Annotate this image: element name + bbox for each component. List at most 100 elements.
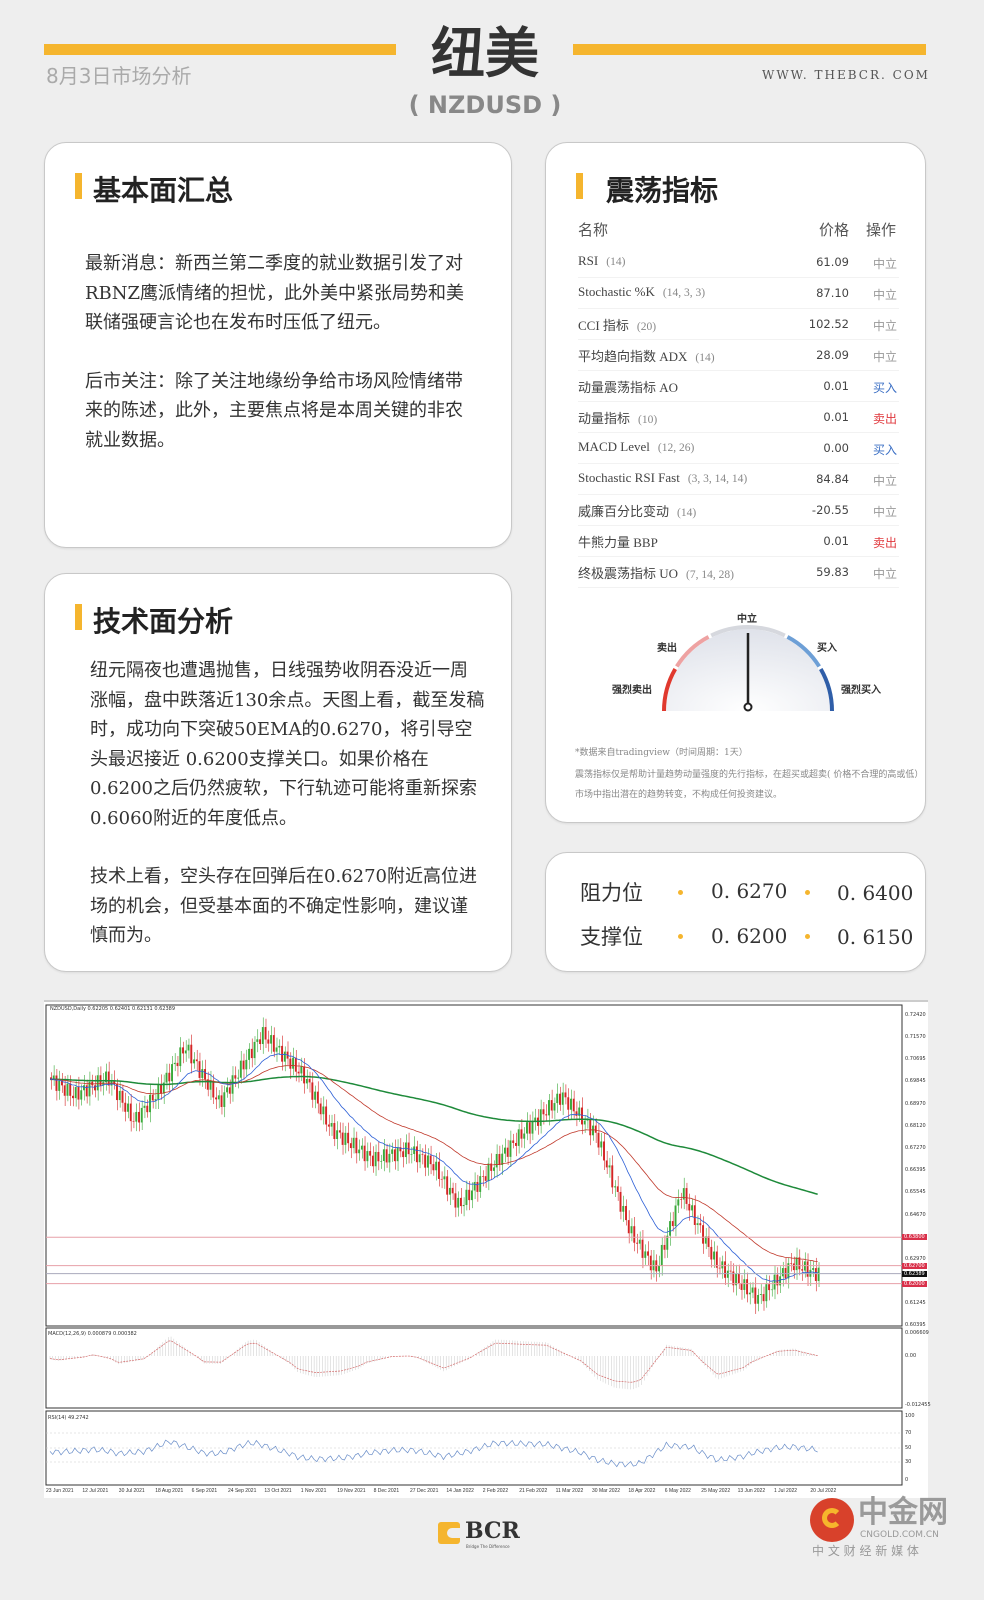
date-label: 8月3日市场分析 bbox=[46, 64, 192, 88]
candle-body bbox=[278, 1045, 281, 1048]
technical-analysis: 纽元隔夜也遭遇抛售，日线强势收阴吞没近一周涨幅，盘中跌落近130余点。天图上看，… bbox=[90, 660, 485, 829]
candle-body bbox=[773, 1274, 776, 1290]
oscillator-row: 威廉百分比变动 (14) -20.55 中立 bbox=[578, 495, 899, 526]
date-tick: 11 Mar 2022 bbox=[555, 1488, 584, 1494]
candle-body bbox=[223, 1092, 226, 1107]
indicator-value: 0.01 bbox=[823, 410, 849, 424]
candle-body bbox=[605, 1160, 608, 1168]
candle-body bbox=[127, 1103, 129, 1112]
candle-body bbox=[113, 1080, 116, 1085]
candle-body bbox=[393, 1149, 396, 1162]
date-tick: 8 Dec 2021 bbox=[373, 1488, 400, 1494]
indicator-label: 动量震荡指标 AO bbox=[578, 380, 679, 395]
indicator-label: MACD Level bbox=[578, 439, 650, 454]
price-level-tag: 0.63800 bbox=[902, 1234, 927, 1241]
candle-body bbox=[746, 1279, 749, 1295]
candle-body bbox=[713, 1251, 716, 1260]
candle-body bbox=[707, 1236, 710, 1247]
indicator-action: 中立 bbox=[872, 474, 897, 488]
header-bar-left bbox=[44, 44, 396, 55]
candle-body bbox=[146, 1105, 149, 1113]
candle-body bbox=[768, 1284, 771, 1291]
candle-body bbox=[358, 1149, 361, 1154]
candle-body bbox=[173, 1062, 176, 1065]
candle-body bbox=[402, 1151, 405, 1158]
candle-body bbox=[669, 1221, 671, 1236]
date-tick: 18 Aug 2021 bbox=[155, 1488, 184, 1494]
indicator-value: 59.83 bbox=[816, 565, 849, 579]
candle-body bbox=[69, 1083, 72, 1096]
candle-body bbox=[614, 1186, 616, 1188]
candle-body bbox=[333, 1123, 336, 1140]
candle-body bbox=[666, 1235, 669, 1250]
cngold-tagline: 中 文 财 经 新 媒 体 bbox=[812, 1544, 919, 1558]
macd-header: MACD(12,26,9) 0.000879 0.000382 bbox=[48, 1331, 137, 1337]
bullet bbox=[805, 934, 810, 939]
data-source-note: *数据来自tradingview（时间周期：1天） bbox=[575, 748, 748, 758]
candle-body bbox=[790, 1263, 793, 1264]
page-title: 纽美 bbox=[431, 22, 539, 85]
candle-body bbox=[503, 1147, 506, 1154]
candle-body bbox=[283, 1051, 286, 1062]
indicator-label: CCI 指标 bbox=[578, 318, 629, 333]
candle-body bbox=[347, 1132, 350, 1144]
indicator-name: 平均趋向指数 ADX (14) bbox=[578, 346, 715, 365]
candle-body bbox=[704, 1236, 707, 1244]
indicator-action: 卖出 bbox=[872, 536, 897, 550]
disclaimer-note: 震荡指标仅是帮助计量趋势动量强度的先行指标，在超买或超卖( 价格不合理的高或低）… bbox=[575, 770, 919, 800]
gauge-label-neutral: 中立 bbox=[737, 614, 757, 625]
date-tick: 30 Jul 2021 bbox=[118, 1488, 145, 1494]
candle-body bbox=[140, 1107, 143, 1123]
candle-body bbox=[603, 1141, 605, 1161]
candle-body bbox=[107, 1071, 110, 1086]
indicator-value: 0.01 bbox=[823, 379, 849, 393]
candle-body bbox=[184, 1050, 187, 1054]
date-tick: 24 Sep 2021 bbox=[228, 1488, 257, 1494]
price-tick: 0.69845 bbox=[905, 1078, 926, 1085]
date-tick: 6 Sep 2021 bbox=[191, 1488, 218, 1494]
candle-body bbox=[187, 1044, 190, 1051]
candle-body bbox=[457, 1197, 460, 1208]
oscillator-row: MACD Level (12, 26) 0.00 买入 bbox=[578, 433, 899, 464]
indicator-params: (20) bbox=[636, 321, 657, 333]
candle-body bbox=[63, 1085, 66, 1096]
support-1: 0. 6200 bbox=[711, 924, 788, 948]
candle-body bbox=[792, 1263, 795, 1271]
candle-body bbox=[594, 1125, 597, 1133]
oscillator-card: 震荡指标 名称 价格 操作 RSI (14) 61.09 中立 Stochastic %… bbox=[545, 142, 926, 823]
candle-body bbox=[575, 1111, 578, 1116]
candle-body bbox=[644, 1251, 647, 1258]
indicator-name: 威廉百分比变动 (14) bbox=[578, 501, 696, 520]
candle-body bbox=[399, 1147, 402, 1152]
levels-card: 阻力位 0. 6270 0. 6400 支撑位 0. 6200 0. 6150 bbox=[545, 852, 926, 972]
candle-body bbox=[699, 1223, 702, 1226]
indicator-label: RSI bbox=[578, 253, 599, 268]
candle-body bbox=[710, 1246, 713, 1260]
candle-body bbox=[83, 1085, 85, 1091]
date-tick: 25 May 2022 bbox=[701, 1488, 731, 1494]
candle-body bbox=[168, 1072, 171, 1082]
candle-body bbox=[465, 1189, 468, 1205]
bcr-logo: BCR Bridge The Difference bbox=[438, 1520, 538, 1552]
candle-body bbox=[50, 1077, 52, 1080]
candle-body bbox=[80, 1090, 83, 1100]
candle-body bbox=[702, 1225, 705, 1244]
candle-body bbox=[765, 1284, 768, 1302]
candle-body bbox=[162, 1082, 165, 1094]
candle-body bbox=[476, 1181, 479, 1192]
candle-body bbox=[61, 1080, 63, 1086]
candle-body bbox=[135, 1111, 138, 1122]
candle-body bbox=[151, 1094, 154, 1101]
header-bar-right bbox=[573, 44, 926, 55]
candle-body bbox=[349, 1143, 352, 1149]
candle-body bbox=[363, 1145, 366, 1162]
indicator-params: (14) bbox=[606, 256, 626, 268]
price-tick: 0.62970 bbox=[905, 1255, 926, 1262]
candle-body bbox=[418, 1154, 421, 1163]
candle-body bbox=[231, 1075, 234, 1094]
date-tick: 12 Jul 2021 bbox=[82, 1488, 109, 1494]
indicator-params: (10) bbox=[638, 414, 658, 426]
ma-200 bbox=[49, 1075, 818, 1195]
fundamental-title: 基本面汇总 bbox=[93, 174, 234, 207]
candle-body bbox=[270, 1035, 273, 1044]
